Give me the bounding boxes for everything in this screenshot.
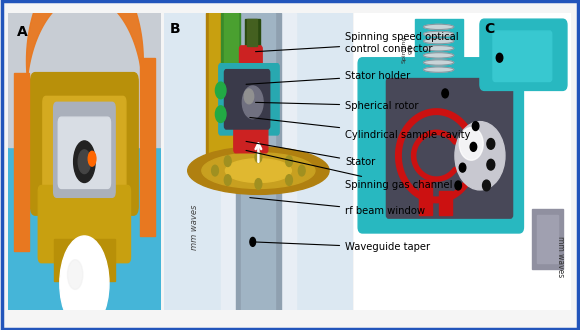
Text: Spherical rotor: Spherical rotor [256,101,419,111]
Ellipse shape [423,31,454,37]
Text: Spinning speed optical
control connector: Spinning speed optical control connector [256,32,459,54]
Circle shape [74,141,95,182]
Circle shape [255,152,262,163]
FancyBboxPatch shape [386,79,513,218]
Text: mm waves: mm waves [190,204,199,250]
Circle shape [298,165,305,176]
Bar [8,13,161,147]
Circle shape [224,175,231,185]
Text: A: A [17,25,27,39]
FancyBboxPatch shape [31,73,138,215]
Bar [247,19,256,46]
Text: Cylindrical sample cavity: Cylindrical sample cavity [250,117,470,140]
Text: Spinning gas channel: Spinning gas channel [246,150,452,190]
Ellipse shape [423,67,454,72]
FancyBboxPatch shape [480,19,567,90]
Text: Stator holder: Stator holder [246,71,410,84]
FancyBboxPatch shape [54,102,115,197]
FancyBboxPatch shape [58,117,111,188]
FancyBboxPatch shape [234,117,268,153]
Circle shape [60,236,109,330]
Ellipse shape [423,53,454,58]
Bar [140,58,155,236]
FancyBboxPatch shape [38,185,130,263]
Circle shape [459,127,483,160]
Circle shape [286,175,292,185]
Circle shape [459,163,466,172]
Text: Spinning
gas: Spinning gas [402,35,412,62]
Circle shape [286,156,292,167]
Circle shape [215,82,226,99]
Bar [419,180,432,215]
Bar [438,191,452,215]
Ellipse shape [423,46,454,51]
Bar [245,19,260,49]
Text: B: B [170,22,180,36]
Circle shape [442,89,448,98]
Bar [54,239,115,280]
Circle shape [483,180,490,191]
Bar [241,13,276,310]
Circle shape [244,89,253,104]
Text: mm waves: mm waves [556,236,565,277]
Ellipse shape [423,24,454,29]
Text: Stator: Stator [246,141,375,167]
Text: Waveguide taper: Waveguide taper [256,242,430,252]
Circle shape [455,181,462,190]
Ellipse shape [423,38,454,44]
Bar [415,19,462,73]
Text: C: C [484,22,495,36]
Circle shape [242,86,263,119]
Bar [14,73,29,251]
Circle shape [88,151,96,166]
Circle shape [224,156,231,167]
Text: rf beam window: rf beam window [250,198,425,216]
Circle shape [78,150,90,174]
Ellipse shape [226,159,291,182]
FancyBboxPatch shape [219,64,279,135]
Circle shape [67,260,83,289]
Circle shape [472,121,479,131]
Circle shape [487,159,495,170]
FancyBboxPatch shape [224,70,270,129]
Circle shape [255,179,262,189]
Bar [536,215,558,263]
Bar [205,13,235,185]
Circle shape [215,106,226,122]
Circle shape [455,121,505,190]
FancyBboxPatch shape [43,96,126,233]
Ellipse shape [423,60,454,65]
Ellipse shape [188,147,329,194]
Bar [532,209,563,269]
Bar [209,13,232,180]
Bar [235,13,281,310]
FancyBboxPatch shape [493,31,552,82]
FancyBboxPatch shape [240,46,262,82]
Bar [220,13,296,310]
FancyBboxPatch shape [358,58,523,233]
Circle shape [250,238,256,246]
Circle shape [470,142,477,151]
Ellipse shape [202,153,315,188]
Circle shape [487,139,495,149]
Circle shape [212,165,219,176]
Circle shape [496,53,503,62]
Bar [220,13,240,126]
Bar [224,13,238,120]
